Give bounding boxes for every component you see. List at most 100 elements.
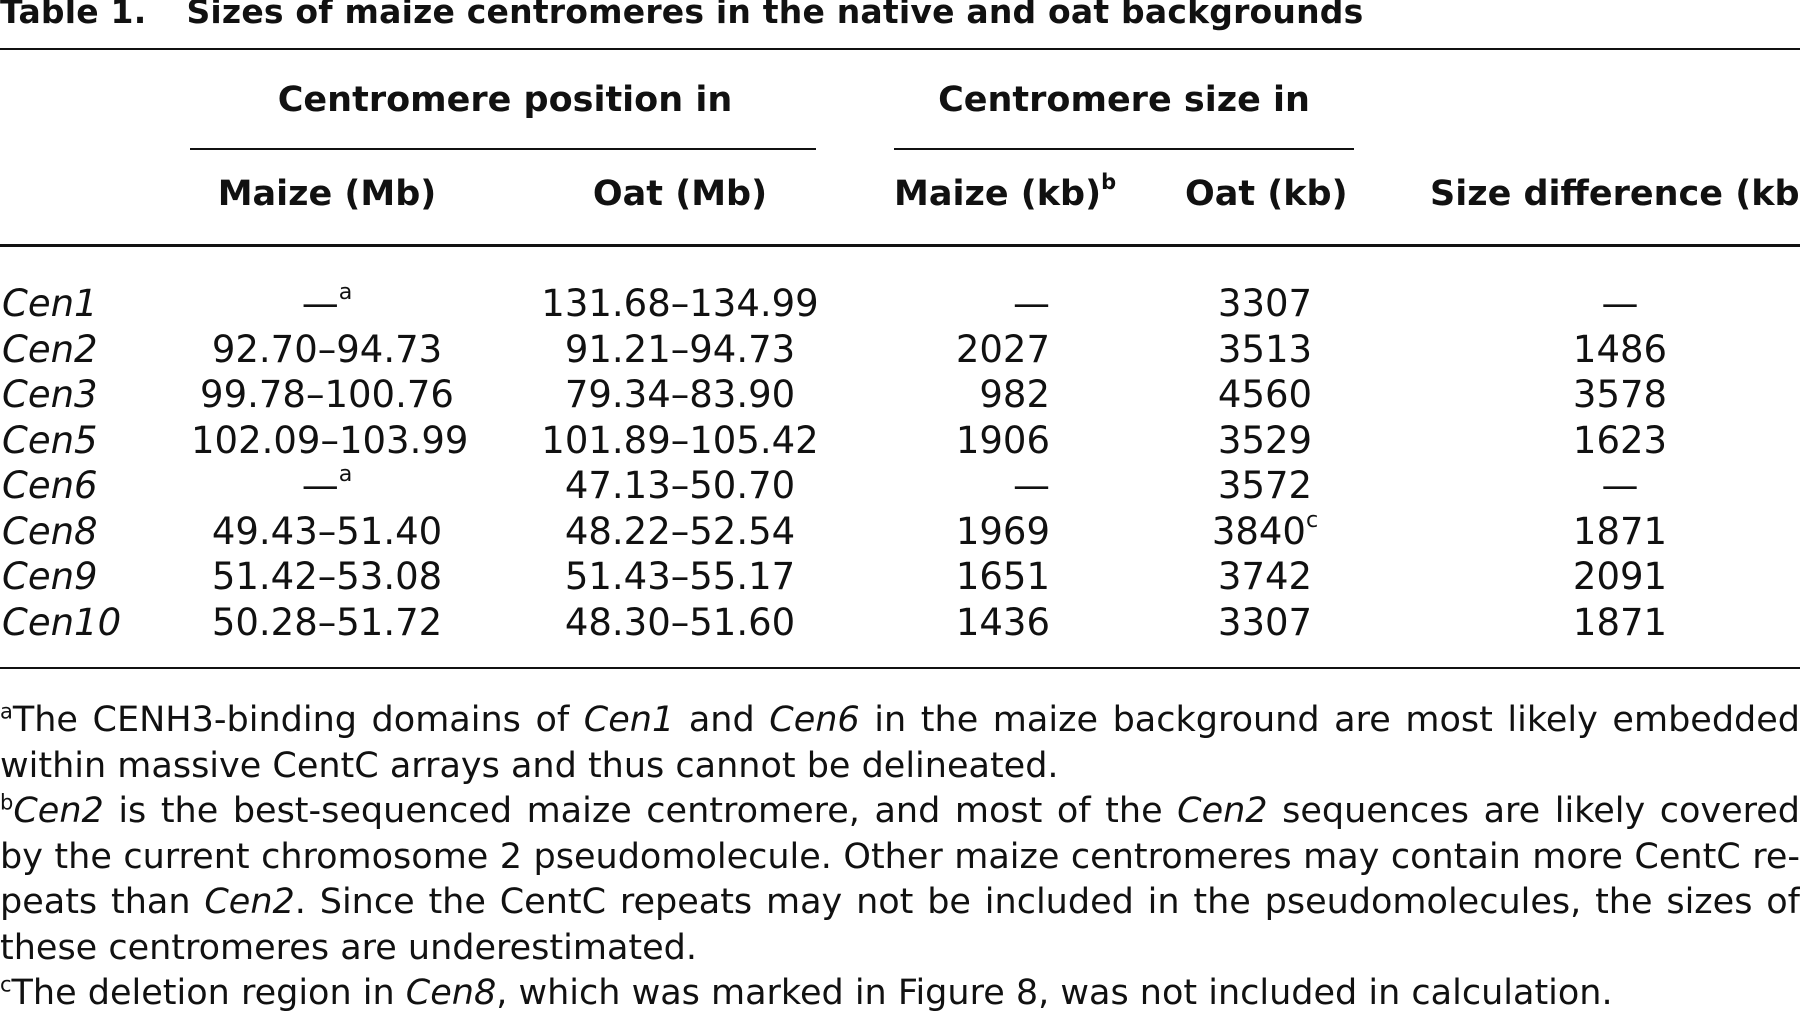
oat-size-value: 3529	[1217, 418, 1313, 462]
oat-position-cell: 91.21–94.73	[540, 327, 820, 372]
table-row: Cen10 50.28–51.72 48.30–51.60 1436 3307 1871	[0, 600, 1800, 645]
size-difference-cell: 2091	[1530, 554, 1710, 599]
maize-size-value: 1651	[955, 555, 1050, 598]
footnote-a-text: The CENH3-binding domains of	[12, 700, 584, 740]
footnote-b: b Cen2 is the best-sequenced maize centro…	[0, 789, 1800, 971]
oat-size-cell: 3513	[1185, 327, 1345, 372]
centromere-name-value: Cen1	[2, 282, 98, 325]
maize-position-value: —	[301, 464, 339, 507]
footnote-b-text: sequences are likely covered by the curr…	[0, 791, 1800, 922]
oat-size-cell: 3572	[1185, 463, 1345, 508]
size-difference-cell: 1623	[1530, 418, 1710, 463]
col-header-oat-position: Oat (Mb)	[592, 174, 768, 214]
centromere-name-cell: Cen1	[2, 281, 98, 326]
maize-size-cell: —	[890, 463, 1050, 508]
col-header-oat-size: Oat (kb)	[1185, 174, 1348, 214]
size-difference-cell: —	[1530, 463, 1710, 508]
oat-position-value: 131.68–134.99	[541, 282, 819, 325]
size-difference-cell: 1486	[1530, 327, 1710, 372]
oat-size-cell: 4560	[1185, 372, 1345, 417]
oat-position-value: 101.89–105.42	[541, 418, 819, 462]
table-row: Cen8 49.43–51.40 48.22–52.54 1969 3840c 1871	[0, 509, 1800, 554]
size-difference-cell: 1871	[1530, 509, 1710, 554]
maize-position-cell: 92.70–94.73	[191, 327, 463, 372]
table-label: Table 1.	[0, 0, 147, 31]
size-difference-value: 3578	[1572, 373, 1668, 416]
maize-size-cell: 982	[890, 372, 1050, 417]
oat-size-value: 3307	[1217, 600, 1313, 644]
footnote-c-text: , which was marked in Figure 8, was not …	[496, 973, 1613, 1013]
oat-size-value: 3840	[1211, 509, 1306, 553]
maize-position-cell: 99.78–100.76	[191, 372, 463, 417]
centromere-name-value: Cen8	[2, 509, 98, 553]
maize-size-cell: 1436	[890, 600, 1050, 645]
maize-size-value: 982	[979, 373, 1050, 416]
col-header-maize-size-text: Maize (kb)	[894, 174, 1102, 214]
oat-size-cell: 3307	[1185, 600, 1345, 645]
maize-size-value: 1906	[955, 418, 1050, 462]
oat-size-cell: 3840c	[1185, 509, 1345, 554]
footnote-b-cen2: Cen2	[1177, 791, 1268, 831]
maize-size-cell: 1906	[890, 418, 1050, 463]
centromere-name-cell: Cen9	[2, 554, 98, 599]
table-row: Cen2 92.70–94.73 91.21–94.73 2027 3513 1486	[0, 327, 1800, 372]
footnote-a-cen6: Cen6	[769, 700, 860, 740]
bottom-rule	[0, 667, 1800, 669]
maize-position-cell: 51.42–53.08	[191, 554, 463, 599]
size-difference-value: —	[1601, 464, 1639, 507]
table-title: Table 1. Sizes of maize centromeres in th…	[0, 0, 1363, 36]
oat-position-value: 79.34–83.90	[564, 373, 796, 416]
oat-size-value: 3572	[1217, 464, 1313, 507]
centromere-name-value: Cen6	[2, 464, 98, 507]
centromere-name-cell: Cen5	[2, 418, 98, 463]
footnote-mark: a	[338, 461, 353, 488]
footnote-b-mark: b	[0, 790, 14, 815]
size-difference-value: 2091	[1572, 555, 1668, 598]
size-difference-cell: 3578	[1530, 372, 1710, 417]
oat-size-value: 3307	[1217, 282, 1313, 325]
maize-position-cell: 102.09–103.99	[191, 418, 468, 463]
table-row: Cen9 51.42–53.08 51.43–55.17 1651 3742 2091	[0, 554, 1800, 599]
oat-position-value: 51.43–55.17	[564, 555, 796, 598]
group-header-size: Centromere size in	[938, 80, 1310, 120]
maize-position-value: 99.78–100.76	[200, 373, 454, 416]
oat-size-value: 4560	[1217, 373, 1313, 416]
oat-position-cell: 51.43–55.17	[540, 554, 820, 599]
footnote-a: aThe CENH3-binding domains of Cen1 and C…	[0, 698, 1800, 789]
table-caption: Sizes of maize centromeres in the native…	[186, 0, 1364, 31]
table-row: Cen5 102.09–103.99 101.89–105.42 1906 3529 16…	[0, 418, 1800, 463]
maize-size-value: 1436	[955, 600, 1050, 644]
footnote-b-text: is the best-sequenced maize centromere, …	[103, 791, 1178, 831]
size-difference-value: 1871	[1572, 509, 1668, 553]
oat-position-cell: 48.30–51.60	[540, 600, 820, 645]
footnote-c-mark: c	[0, 972, 12, 997]
maize-position-cell: —a	[191, 463, 463, 508]
centromere-name-cell: Cen3	[2, 372, 98, 417]
maize-position-value: 51.42–53.08	[211, 555, 443, 598]
maize-size-value: 1969	[955, 509, 1050, 553]
size-difference-cell: —	[1530, 281, 1710, 326]
maize-size-value: —	[1013, 464, 1050, 507]
col-header-maize-size: Maize (kb)b	[894, 172, 1124, 214]
centromere-name-value: Cen2	[2, 327, 98, 371]
footnote-c-text: The deletion region in	[11, 973, 406, 1013]
footnote-a-text: and	[674, 700, 770, 740]
maize-position-value: 49.43–51.40	[211, 509, 443, 553]
maize-position-cell: —a	[191, 281, 463, 326]
col-header-size-difference: Size difference (kb)	[1430, 174, 1800, 214]
oat-position-value: 91.21–94.73	[564, 327, 796, 371]
size-difference-cell: 1871	[1530, 600, 1710, 645]
table-row: Cen1 —a 131.68–134.99 — 3307 —	[0, 281, 1800, 326]
maize-size-cell: 1969	[890, 509, 1050, 554]
maize-position-value: —	[301, 282, 339, 325]
col-header-maize-position: Maize (Mb)	[217, 174, 437, 214]
footnote-a-text: in the maize background are most likely …	[0, 700, 1800, 786]
oat-position-value: 48.22–52.54	[564, 509, 796, 553]
centromere-name-cell: Cen10	[2, 600, 121, 645]
footnote-c-cen8: Cen8	[405, 973, 497, 1013]
size-difference-value: 1623	[1572, 418, 1668, 462]
header-rule	[0, 244, 1800, 247]
oat-position-cell: 131.68–134.99	[540, 281, 820, 326]
maize-position-value: 102.09–103.99	[191, 418, 469, 462]
size-difference-value: 1486	[1572, 327, 1668, 371]
